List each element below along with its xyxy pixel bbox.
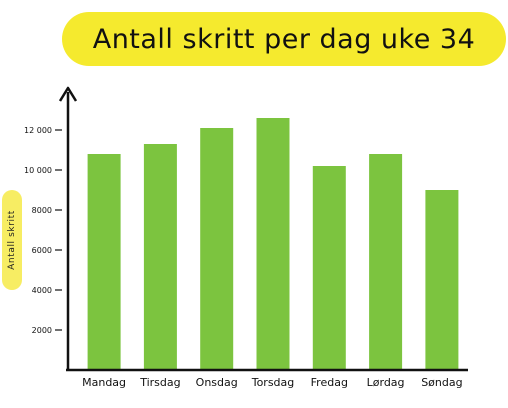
y-axis-label-highlight <box>2 190 22 290</box>
y-tick-label-8000: 8000 <box>32 206 52 215</box>
y-tick-label-2000: 2000 <box>32 326 52 335</box>
chart-title: Antall skritt per dag uke 34 <box>92 23 476 55</box>
bar-tirsdag <box>143 144 177 370</box>
y-tick-label-4000: 4000 <box>32 286 52 295</box>
x-tick-label-sondag: Søndag <box>421 376 462 389</box>
x-tick-label-onsdag: Onsdag <box>196 376 238 389</box>
x-tick-label-torsdag: Torsdag <box>251 376 295 389</box>
bar-torsdag <box>256 118 290 370</box>
bar-fredag <box>312 166 346 370</box>
x-tick-label-lordag: Lørdag <box>367 376 405 389</box>
bar-mandag <box>87 154 121 370</box>
x-tick-label-tirsdag: Tirsdag <box>139 376 180 389</box>
y-tick-label-12000: 12 000 <box>24 126 52 135</box>
title-highlight <box>62 12 506 66</box>
bar-sondag <box>425 190 459 370</box>
bar-lordag <box>369 154 403 370</box>
y-axis-arrow <box>58 86 78 102</box>
y-tick-label-10000: 10 000 <box>24 166 52 175</box>
x-tick-label-fredag: Fredag <box>311 376 348 389</box>
bar-onsdag <box>200 128 234 370</box>
x-tick-label-mandag: Mandag <box>82 376 126 389</box>
y-tick-label-6000: 6000 <box>32 246 52 255</box>
